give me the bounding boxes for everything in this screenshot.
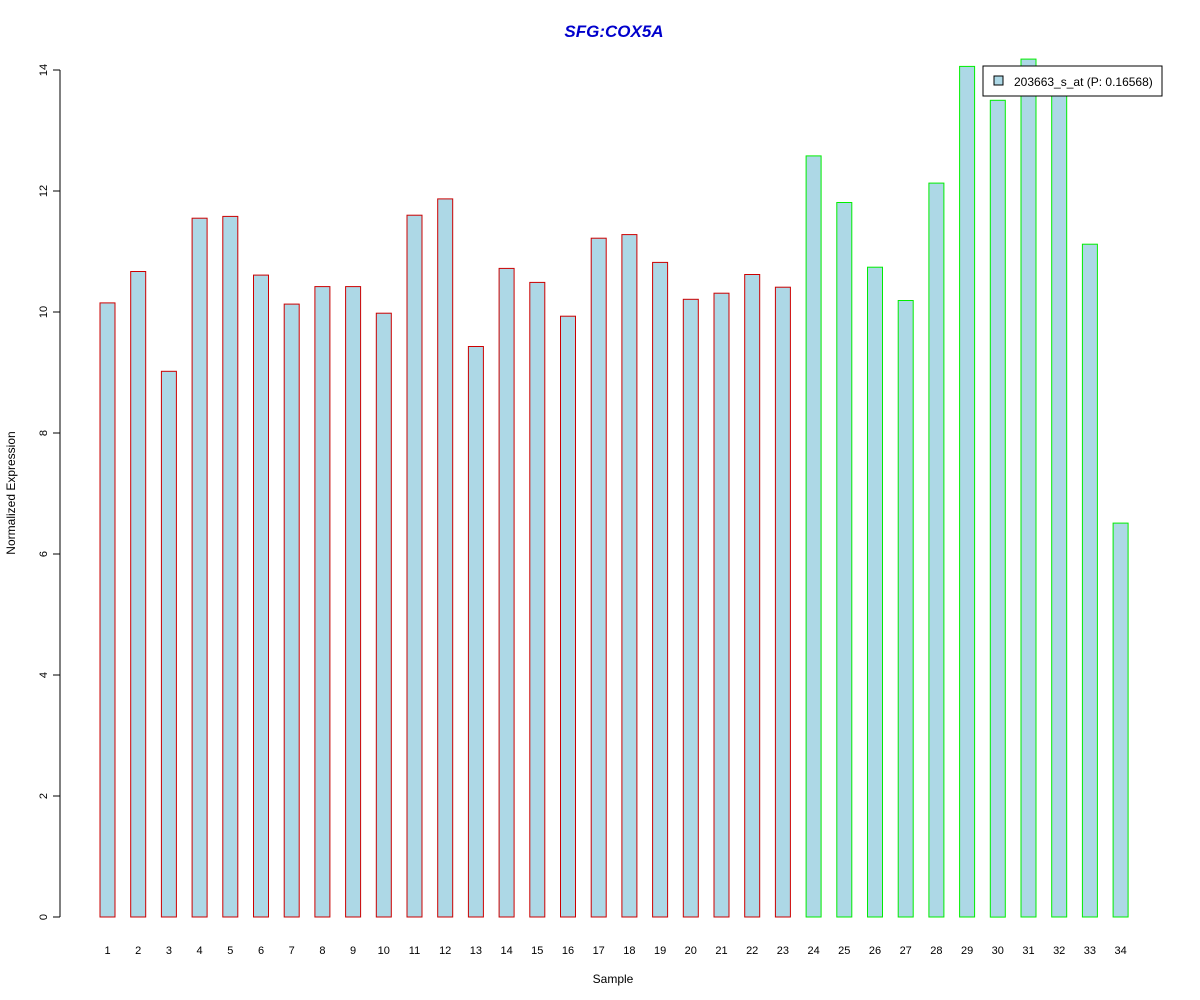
x-axis-tick-label: 23	[777, 945, 789, 957]
bar-sample-14	[498, 267, 515, 918]
bar-sample-10	[375, 312, 392, 918]
bar-sample-11	[406, 214, 423, 918]
bar-sample-21	[713, 292, 730, 918]
legend-swatch	[993, 75, 1004, 86]
bar-sample-13	[467, 346, 484, 918]
legend: 203663_s_at (P: 0.16568)	[982, 65, 1163, 97]
x-axis-tick-label: 34	[1114, 945, 1126, 957]
y-axis-tick-label: 6	[38, 551, 50, 557]
x-axis-label: Sample	[593, 972, 634, 986]
x-axis-tick-label: 10	[378, 945, 390, 957]
x-axis-tick-label: 15	[531, 945, 543, 957]
y-axis-tick-label: 8	[38, 430, 50, 436]
bar-sample-15	[529, 281, 546, 918]
x-axis-tick-label: 3	[166, 945, 172, 957]
x-axis-tick-label: 20	[685, 945, 697, 957]
bar-sample-26	[867, 266, 883, 918]
x-axis-tick-label: 8	[319, 945, 325, 957]
bar-sample-24	[805, 155, 822, 918]
x-axis-tick-label: 30	[992, 945, 1004, 957]
bar-sample-2	[130, 271, 147, 918]
x-axis-tick-label: 26	[869, 945, 881, 957]
legend-box	[982, 65, 1163, 97]
x-axis-tick-label: 16	[562, 945, 574, 957]
x-axis-tick-labels: 1 2 3 4 5 6 7 8 9 10 11 12 13 14 15 16 17 18 19 20 21 22 23 24 2…	[104, 945, 1126, 957]
x-axis-tick-label: 18	[623, 945, 635, 957]
bar-sample-32	[1051, 91, 1068, 918]
x-axis-tick-label: 14	[500, 945, 512, 957]
x-axis-tick-label: 2	[135, 945, 141, 957]
y-axis-tick-label: 12	[38, 185, 50, 197]
bar-sample-25	[836, 202, 853, 918]
x-axis-tick-label: 11	[409, 945, 420, 957]
x-axis-tick-label: 19	[654, 945, 666, 957]
x-axis-tick-label: 5	[227, 945, 233, 957]
bar-sample-9	[345, 286, 362, 918]
bar-sample-16	[560, 315, 576, 918]
bar-sample-20	[682, 298, 699, 918]
bars	[99, 58, 1129, 918]
x-axis-tick-label: 7	[289, 945, 295, 957]
bar-sample-3	[160, 370, 177, 918]
bar-sample-4	[191, 217, 208, 918]
bar-sample-28	[928, 182, 945, 918]
y-axis: 0 2 4 6 8 10 12 14	[38, 64, 61, 920]
x-axis-tick-label: 27	[900, 945, 912, 957]
x-axis-tick-label: 9	[350, 945, 356, 957]
x-axis-tick-label: 1	[104, 945, 110, 957]
x-axis-tick-label: 33	[1084, 945, 1096, 957]
bar-sample-12	[437, 198, 454, 918]
chart-title: SFG:COX5A	[564, 22, 663, 41]
y-axis-tick-label: 0	[38, 914, 50, 920]
y-axis-tick-label: 2	[38, 793, 50, 799]
bar-sample-19	[652, 261, 669, 918]
x-axis-tick-label: 17	[593, 945, 605, 957]
x-axis-tick-label: 24	[807, 945, 819, 957]
bar-sample-30	[989, 99, 1006, 918]
x-axis-tick-label: 13	[470, 945, 482, 957]
x-axis-tick-label: 25	[838, 945, 850, 957]
bar-sample-27	[897, 300, 914, 918]
legend-label: 203663_s_at (P: 0.16568)	[1014, 75, 1153, 89]
bar-sample-18	[621, 234, 638, 918]
bar-sample-6	[253, 274, 269, 918]
bar-sample-34	[1112, 522, 1129, 918]
bar-sample-8	[314, 286, 331, 918]
bar-sample-5	[222, 215, 239, 918]
x-axis-tick-label: 4	[197, 945, 203, 957]
x-axis-tick-label: 29	[961, 945, 973, 957]
x-axis-tick-label: 28	[930, 945, 942, 957]
x-axis-tick-label: 6	[258, 945, 264, 957]
bar-sample-22	[744, 274, 761, 918]
x-axis-tick-label: 21	[715, 945, 727, 957]
x-axis-tick-label: 12	[439, 945, 451, 957]
x-axis-tick-label: 22	[746, 945, 758, 957]
y-axis-tick-label: 4	[38, 672, 50, 678]
bar-sample-23	[774, 286, 791, 918]
y-axis-label: Normalized Expression	[4, 431, 18, 554]
y-axis-tick-label: 10	[38, 306, 50, 318]
y-axis-tick-label: 14	[38, 64, 50, 76]
bar-sample-17	[590, 237, 607, 918]
bar-sample-33	[1081, 243, 1098, 918]
x-axis-tick-label: 32	[1053, 945, 1065, 957]
bar-sample-29	[959, 65, 976, 918]
bar-sample-7	[283, 303, 300, 918]
x-axis-tick-label: 31	[1022, 945, 1034, 957]
bar-sample-31	[1020, 58, 1037, 918]
bar-sample-1	[99, 302, 116, 918]
